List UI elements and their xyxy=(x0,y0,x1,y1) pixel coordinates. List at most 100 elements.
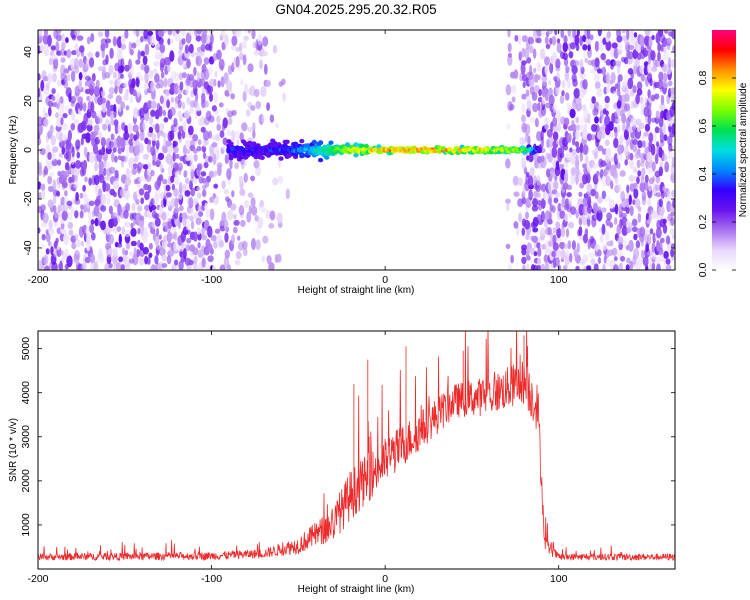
spectrogram-cell xyxy=(548,94,555,106)
spectrogram-cell xyxy=(577,198,584,205)
spectrogram-cell xyxy=(125,88,129,96)
spectrogram-cell xyxy=(528,154,534,163)
spectrogram-cell xyxy=(94,217,99,227)
spectrogram-cell xyxy=(576,30,580,37)
spectrogram-cell xyxy=(671,123,675,135)
spectrogram-cell xyxy=(98,160,104,171)
spectrogram-cell xyxy=(105,146,112,155)
spectrogram-cell xyxy=(135,30,140,38)
spectrogram-cell xyxy=(148,252,153,259)
spectrogram-cell xyxy=(65,150,72,162)
spectrogram-cell xyxy=(247,126,253,133)
spectrogram-cell xyxy=(250,105,256,111)
spectrogram-cell xyxy=(599,108,604,120)
spectrogram-cell xyxy=(570,173,576,185)
spectrogram-cell xyxy=(565,249,569,259)
spectrogram-cell xyxy=(544,123,549,130)
spectrogram-cell xyxy=(125,242,131,250)
spectrogram-cell xyxy=(41,233,46,241)
spectrogram-cell xyxy=(161,178,168,185)
spectrogram-cell xyxy=(659,131,665,143)
spectrogram-cell xyxy=(518,51,522,61)
spectrogram-cell xyxy=(196,163,203,171)
spectrogram-cell xyxy=(593,72,601,83)
spectrogram-cell xyxy=(276,253,282,263)
spectrogram-cell xyxy=(201,226,205,236)
spectrogram-cell xyxy=(574,60,580,67)
spectrogram-cell xyxy=(135,130,140,140)
spectrogram-cell xyxy=(522,264,526,270)
spectrogram-cell xyxy=(569,252,573,263)
spectrogram-cell xyxy=(521,114,526,123)
spectrogram-cell xyxy=(627,77,634,90)
spectrogram-cell xyxy=(89,95,96,102)
spectrogram-cell xyxy=(174,197,179,209)
spectrogram-cell xyxy=(657,42,662,52)
spectrogram-cell xyxy=(38,30,42,38)
spectrogram-cell xyxy=(635,93,641,105)
spectrogram-cell xyxy=(528,45,534,54)
spectrogram-cell xyxy=(112,180,119,189)
spectrogram-cell xyxy=(233,214,237,220)
spectrogram-cell xyxy=(667,57,672,69)
spectrogram-cell xyxy=(654,93,660,100)
spectrogram-cell xyxy=(143,30,149,40)
spectrogram-cell xyxy=(582,50,589,59)
spectrogram-cell xyxy=(104,118,110,126)
y-tick-label: 0 xyxy=(22,147,34,153)
spectrogram-cell xyxy=(42,76,49,82)
spectrogram-cell xyxy=(207,225,213,238)
spectrogram-cell xyxy=(553,197,559,204)
spectrogram-cell xyxy=(565,65,570,74)
spectrogram-cell xyxy=(579,71,586,80)
spectrogram-cell xyxy=(623,74,629,83)
spectrogram-cell xyxy=(60,64,66,76)
spectrogram-cell xyxy=(657,51,661,62)
spectrogram-cell xyxy=(201,92,206,104)
spectrogram-cell xyxy=(195,217,202,225)
spectrogram-cell xyxy=(166,90,170,97)
spectrogram-cell xyxy=(549,37,553,45)
spectrogram-cell xyxy=(226,168,232,181)
spectrogram-cell xyxy=(57,170,62,177)
spectrogram-cell xyxy=(112,216,118,227)
spectrogram-cell xyxy=(655,227,662,239)
spectrogram-cell xyxy=(584,57,589,64)
spectrogram-cell xyxy=(166,99,171,109)
spectrogram-cell xyxy=(43,118,49,128)
spectrogram-cell xyxy=(628,157,635,169)
spectrogram-cell xyxy=(575,116,580,124)
spectrogram-cell xyxy=(580,116,586,124)
spectrogram-cell xyxy=(130,222,134,229)
spectrogram-cell xyxy=(82,192,88,199)
spectrogram-cell xyxy=(192,148,198,154)
spectrogram-cell xyxy=(597,145,604,152)
spectrogram-cell xyxy=(240,78,244,86)
spectrogram-cell xyxy=(149,70,154,79)
spectrogram-cell xyxy=(627,44,635,51)
spectrogram-cell xyxy=(103,167,107,176)
spectrogram-cell xyxy=(604,95,610,104)
spectrogram-cell xyxy=(644,174,649,183)
spectrogram-cell xyxy=(133,247,137,257)
spectrogram-cell xyxy=(189,153,194,163)
spectrogram-cell xyxy=(87,51,94,58)
spectrogram-cell xyxy=(521,103,526,114)
spectrogram-cell xyxy=(80,240,84,247)
spectrogram-cell xyxy=(579,182,585,189)
spectrogram-cell xyxy=(193,99,199,109)
spectrogram-cell xyxy=(248,205,253,215)
spectrogram-cell xyxy=(169,38,174,44)
spectrogram-cell xyxy=(513,69,519,80)
spectrogram-cell xyxy=(121,226,126,235)
spectrogram-cell xyxy=(591,96,596,104)
spectrogram-cell xyxy=(185,83,190,95)
spectrogram-cell xyxy=(569,108,576,119)
spectrogram-cell xyxy=(128,41,132,54)
spectrogram-cell xyxy=(107,247,115,255)
spectrogram-cell xyxy=(645,241,649,253)
spectrogram-cell xyxy=(601,66,607,76)
spectrogram-cell xyxy=(174,175,180,186)
spectrogram-cell xyxy=(566,77,571,89)
spectrogram-cell xyxy=(670,87,675,95)
